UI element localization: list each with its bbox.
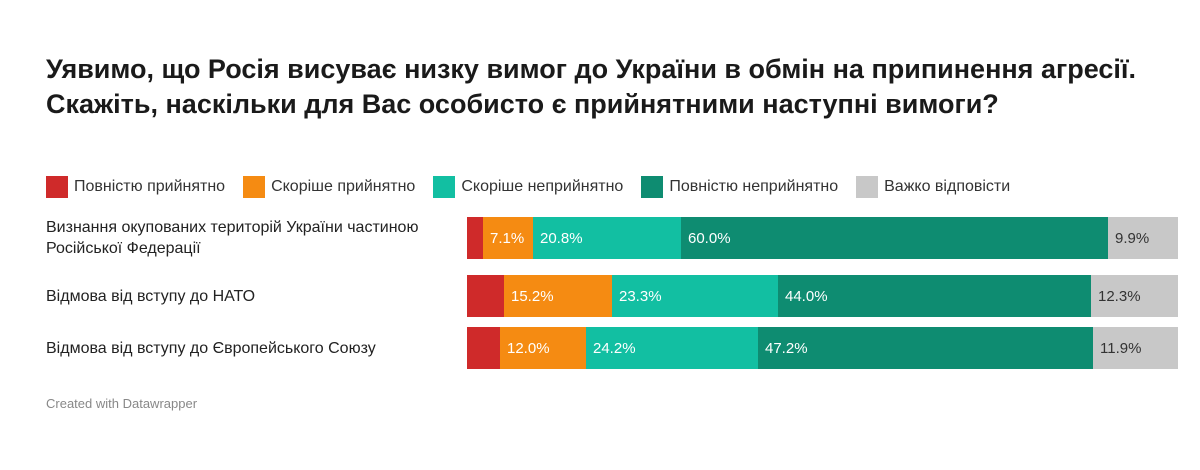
legend-item: Скоріше неприйнятно [433, 176, 623, 198]
bar-segment: 20.8% [533, 217, 681, 259]
bar-segment [467, 327, 500, 369]
data-label: 9.9% [1115, 229, 1150, 247]
stacked-bar: 15.2% 23.3% 44.0% 12.3% [467, 275, 1178, 317]
category-label: Відмова від вступу до Європейського Союз… [46, 339, 376, 357]
bar-segment [467, 217, 483, 259]
legend-swatch [856, 176, 879, 198]
stacked-bar: 7.1% 20.8% 60.0% 9.9% [467, 217, 1178, 259]
stacked-bar: 12.0% 24.2% 47.2% 11.9% [467, 327, 1178, 369]
category-label: Визнання окупованих територій України ча… [46, 219, 419, 257]
legend-label: Повністю неприйнятно [669, 178, 839, 195]
data-label: 60.0% [688, 229, 731, 247]
data-label: 11.9% [1100, 339, 1142, 357]
chart-title: Уявимо, що Росія висуває низку вимог до … [46, 54, 1136, 119]
legend-swatch [641, 176, 664, 198]
data-label: 24.2% [593, 339, 636, 357]
data-label: 12.0% [507, 339, 550, 357]
legend: Повністю прийнятно Скоріше прийнятно Скорі… [46, 176, 1028, 198]
legend-label: Повністю прийнятно [74, 178, 226, 195]
legend-swatch [46, 176, 68, 198]
bar-segment: 9.9% [1108, 217, 1178, 259]
bar-segment: 12.0% [500, 327, 586, 369]
bar-segment: 7.1% [483, 217, 533, 259]
legend-item: Скоріше прийнятно [243, 176, 415, 198]
bar-segment: 60.0% [681, 217, 1108, 259]
data-label: 7.1% [490, 229, 525, 247]
legend-item: Повністю прийнятно [46, 176, 225, 198]
bar-segment: 24.2% [586, 327, 758, 369]
category-label: Відмова від вступу до НАТО [46, 287, 256, 305]
data-label: 44.0% [785, 287, 828, 305]
legend-swatch [243, 176, 266, 198]
legend-label: Скоріше неприйнятно [461, 178, 624, 195]
legend-item: Важко відповісти [856, 176, 1010, 198]
bar-segment: 47.2% [758, 327, 1093, 369]
legend-label: Скоріше прийнятно [271, 178, 416, 195]
legend-item: Повністю неприйнятно [641, 176, 838, 198]
bar-segment: 23.3% [612, 275, 778, 317]
legend-swatch [433, 176, 456, 198]
data-label: 23.3% [619, 287, 662, 305]
data-label: 12.3% [1098, 287, 1141, 305]
bar-segment: 15.2% [504, 275, 612, 317]
bar-segment [467, 275, 504, 317]
bar-segment: 11.9% [1093, 327, 1178, 369]
bar-segment: 12.3% [1091, 275, 1178, 317]
data-label: 20.8% [540, 229, 583, 247]
data-label: 47.2% [765, 339, 808, 357]
datawrapper-credit: Created with Datawrapper [46, 396, 198, 411]
legend-label: Важко відповісти [884, 178, 1011, 195]
data-label: 15.2% [511, 287, 554, 305]
bar-segment: 44.0% [778, 275, 1091, 317]
